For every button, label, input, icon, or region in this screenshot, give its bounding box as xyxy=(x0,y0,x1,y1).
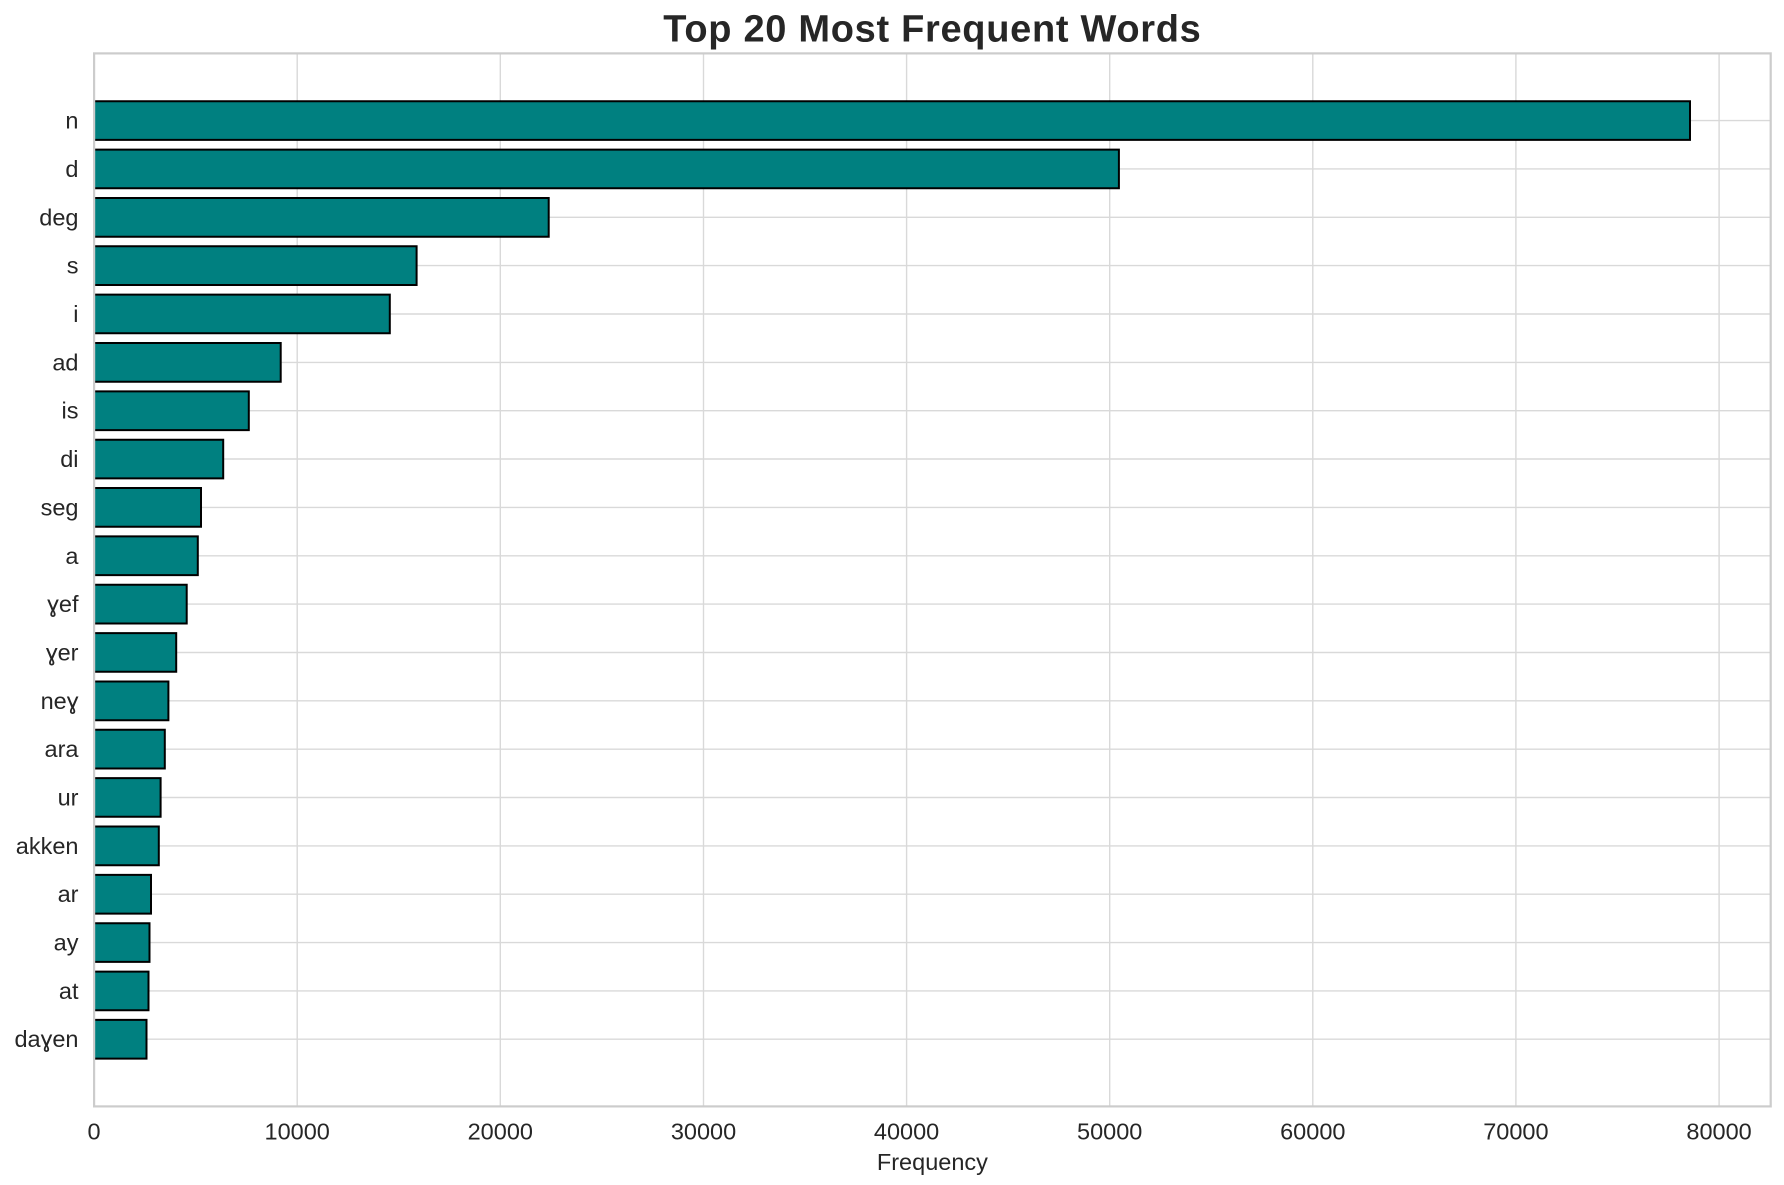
svg-text:deg: deg xyxy=(39,204,78,230)
svg-text:40000: 40000 xyxy=(874,1119,939,1145)
svg-text:s: s xyxy=(67,253,79,279)
svg-text:Frequency: Frequency xyxy=(877,1149,988,1175)
svg-text:ay: ay xyxy=(54,930,79,956)
svg-text:60000: 60000 xyxy=(1280,1119,1345,1145)
svg-text:20000: 20000 xyxy=(468,1119,533,1145)
svg-text:seg: seg xyxy=(41,494,79,520)
svg-text:n: n xyxy=(65,108,78,134)
svg-text:50000: 50000 xyxy=(1077,1119,1142,1145)
svg-text:akken: akken xyxy=(16,833,79,859)
svg-text:30000: 30000 xyxy=(671,1119,736,1145)
svg-text:daɣen: daɣen xyxy=(14,1026,78,1052)
svg-text:ɣer: ɣer xyxy=(46,640,79,666)
svg-text:80000: 80000 xyxy=(1686,1119,1751,1145)
svg-text:0: 0 xyxy=(88,1119,101,1145)
svg-text:i: i xyxy=(73,301,78,327)
svg-text:Top 20 Most Frequent Words: Top 20 Most Frequent Words xyxy=(663,9,1201,51)
svg-text:neɣ: neɣ xyxy=(41,688,79,714)
svg-text:ɣef: ɣef xyxy=(47,591,79,617)
svg-text:ara: ara xyxy=(45,736,80,762)
svg-text:ad: ad xyxy=(52,349,78,375)
svg-text:ur: ur xyxy=(58,785,79,811)
svg-text:at: at xyxy=(59,978,79,1004)
svg-text:is: is xyxy=(62,398,79,424)
svg-text:di: di xyxy=(60,446,78,472)
svg-text:ar: ar xyxy=(58,881,79,907)
svg-text:d: d xyxy=(65,156,78,182)
svg-text:a: a xyxy=(65,543,79,569)
svg-text:10000: 10000 xyxy=(265,1119,330,1145)
svg-text:70000: 70000 xyxy=(1483,1119,1548,1145)
